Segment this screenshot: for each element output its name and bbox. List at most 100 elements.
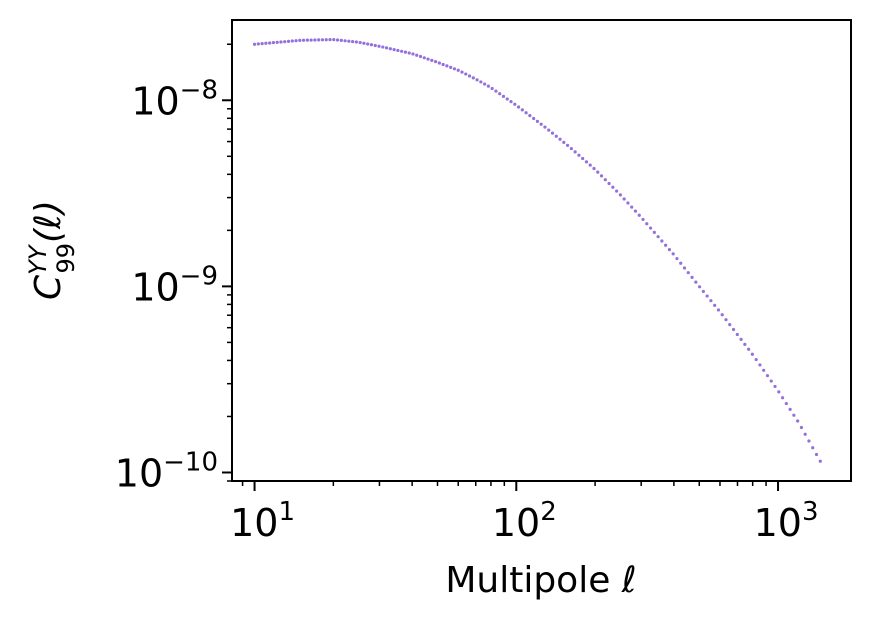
data-point (588, 163, 592, 167)
data-point (377, 44, 381, 48)
data-point (279, 40, 283, 44)
data-point (637, 213, 641, 217)
y-tick-label-base: 10 (115, 451, 163, 495)
data-point (573, 150, 577, 154)
y-tick-label-exponent: −10 (163, 447, 218, 477)
data-point (290, 39, 294, 43)
data-point (754, 357, 758, 362)
data-point (441, 62, 445, 67)
data-point (690, 275, 694, 279)
data-point (305, 38, 309, 42)
data-point (479, 80, 483, 84)
data-point (622, 197, 626, 201)
data-point (445, 64, 449, 68)
data-point (709, 299, 713, 303)
y-axis-label-subscript: 99 (52, 243, 80, 274)
data-point (705, 294, 709, 298)
data-point (701, 289, 705, 294)
data-point (271, 41, 276, 45)
data-point (645, 222, 649, 226)
data-point (343, 39, 347, 43)
data-point (750, 352, 754, 356)
y-tick-label-base: 10 (131, 265, 179, 309)
data-point (411, 52, 415, 56)
x-tick-label-base: 10 (754, 501, 802, 545)
x-tick-label-exponent: 3 (802, 497, 819, 527)
data-point (347, 39, 351, 43)
data-point (697, 285, 702, 289)
data-point (332, 37, 336, 42)
data-point (784, 401, 788, 406)
data-point (607, 181, 611, 186)
data-point (456, 68, 460, 72)
data-point (286, 39, 291, 43)
x-tick-label-exponent: 1 (278, 497, 295, 527)
data-point (509, 99, 513, 104)
data-point (724, 318, 728, 322)
data-point (483, 82, 487, 86)
data-point (660, 239, 664, 243)
y-axis-label: CYY99(ℓ) (24, 200, 80, 300)
data-point (528, 114, 532, 118)
data-point (320, 38, 325, 42)
data-point (664, 243, 668, 247)
x-tick-label: 103 (754, 497, 819, 545)
data-point (362, 41, 366, 45)
data-point (611, 185, 615, 189)
data-point (498, 92, 502, 96)
data-point (384, 46, 389, 50)
y-axis-label-superscript: YY (24, 243, 52, 275)
data-point (426, 57, 430, 61)
data-point (618, 193, 622, 197)
data-point (467, 74, 472, 78)
data-point (615, 189, 619, 193)
data-point (516, 105, 521, 109)
data-point (584, 160, 589, 164)
data-point (773, 384, 777, 389)
data-point (283, 40, 287, 44)
data-point (313, 38, 317, 42)
x-tick-label-base: 10 (230, 501, 278, 545)
data-point (562, 140, 566, 144)
data-point (648, 226, 653, 230)
x-tick-label-exponent: 2 (540, 497, 557, 527)
data-point (731, 327, 736, 332)
y-tick-label: 10−10 (115, 447, 218, 495)
data-point (762, 368, 766, 372)
data-point (679, 261, 683, 265)
data-point (335, 38, 340, 42)
data-point (449, 65, 453, 69)
data-point (358, 40, 362, 45)
data-point (671, 252, 675, 256)
data-point (788, 407, 792, 411)
data-point (294, 39, 298, 43)
data-point (339, 38, 343, 42)
data-point (728, 323, 732, 327)
data-point (403, 50, 408, 54)
data-point (430, 58, 434, 62)
data-point (713, 303, 717, 307)
data-point (298, 38, 302, 42)
data-point (366, 42, 370, 46)
x-tick-label: 102 (492, 497, 557, 545)
x-tick-label: 101 (230, 497, 295, 545)
data-point (418, 54, 423, 59)
data-point (667, 247, 672, 252)
data-point (554, 134, 558, 138)
data-point (471, 76, 475, 80)
data-point (739, 337, 743, 341)
data-point (596, 170, 600, 174)
data-point (652, 230, 656, 234)
data-point (799, 425, 804, 430)
y-tick-label-exponent: −8 (180, 75, 218, 105)
data-point (577, 153, 581, 157)
data-point (550, 131, 555, 135)
data-point (720, 313, 724, 317)
series-points (252, 37, 822, 463)
data-point (807, 439, 811, 443)
data-point (490, 86, 494, 91)
data-point (599, 174, 604, 178)
